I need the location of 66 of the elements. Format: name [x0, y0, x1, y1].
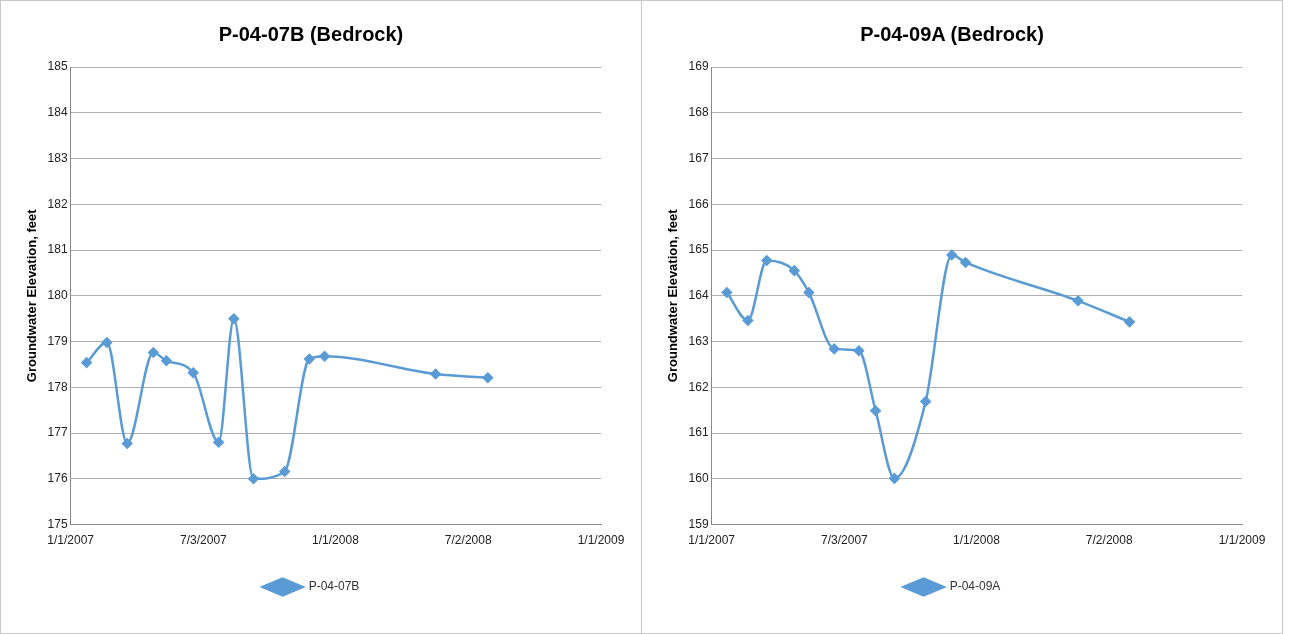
x-tick-label: 1/1/2007 — [688, 533, 736, 548]
y-tick-label: 159 — [688, 516, 709, 531]
y-tick-label: 185 — [47, 59, 68, 74]
y-tick-label: 184 — [47, 105, 68, 120]
point — [248, 473, 259, 485]
point — [789, 265, 800, 276]
y-tick-label: 182 — [47, 196, 68, 211]
point — [803, 287, 815, 298]
y-tick-label: 179 — [47, 333, 68, 348]
point — [721, 287, 733, 298]
y-tick-label: 163 — [688, 333, 709, 348]
point — [1072, 295, 1084, 307]
x-tick-label: 7/2/2008 — [444, 533, 492, 548]
y-axis-title: Groundwater Elevation, feet — [665, 208, 681, 383]
point — [213, 436, 224, 448]
point — [853, 345, 865, 356]
x-tick-label: 7/3/2007 — [180, 533, 228, 548]
y-tick-label: 160 — [688, 471, 709, 486]
chart-title: P-04-07B (Bedrock) — [218, 22, 404, 45]
point — [148, 347, 159, 358]
x-tick-label: 1/1/2007 — [47, 533, 95, 548]
point — [161, 355, 172, 367]
y-tick-label: 169 — [688, 59, 709, 74]
y-tick-label: 167 — [688, 150, 709, 165]
point — [81, 357, 92, 368]
point — [319, 350, 330, 362]
y-tick-label: 181 — [47, 242, 68, 257]
x-tick-label: 1/1/2008 — [953, 533, 1001, 548]
y-tick-label: 164 — [688, 288, 709, 303]
y-axis-title: Groundwater Elevation, feet — [24, 208, 40, 383]
point — [279, 466, 290, 477]
legend-label: P-04-07B — [308, 579, 360, 594]
x-tick-label: 7/2/2008 — [1085, 533, 1133, 548]
y-tick-label: 162 — [688, 379, 709, 394]
point — [920, 396, 931, 407]
point — [960, 257, 971, 268]
point — [228, 313, 240, 324]
point — [482, 372, 494, 383]
y-tick-label: 180 — [47, 288, 68, 303]
y-tick-label: 166 — [688, 196, 709, 211]
point — [187, 367, 199, 378]
y-tick-label: 178 — [47, 379, 68, 394]
point — [946, 249, 958, 261]
point — [304, 353, 315, 365]
point — [430, 368, 441, 380]
point — [870, 405, 881, 416]
x-tick-label: 7/3/2007 — [821, 533, 869, 548]
y-tick-label: 168 — [688, 105, 709, 120]
point — [101, 337, 113, 348]
point — [121, 438, 133, 449]
point — [828, 343, 840, 355]
y-tick-label: 177 — [47, 425, 68, 440]
chart-title: P-04-09A (Bedrock) — [860, 22, 1044, 45]
legend-label: P-04-09A — [949, 579, 1001, 594]
x-tick-label: 1/1/2009 — [1218, 533, 1266, 548]
point — [889, 473, 900, 484]
y-tick-label: 161 — [688, 425, 709, 440]
point — [761, 255, 773, 266]
x-tick-label: 1/1/2008 — [312, 533, 360, 548]
x-tick-label: 1/1/2009 — [577, 533, 625, 548]
point — [742, 315, 754, 326]
point — [1124, 316, 1135, 328]
y-tick-label: 175 — [47, 516, 68, 531]
y-tick-label: 183 — [47, 150, 68, 165]
y-tick-label: 176 — [47, 471, 68, 486]
y-tick-label: 165 — [688, 242, 709, 257]
